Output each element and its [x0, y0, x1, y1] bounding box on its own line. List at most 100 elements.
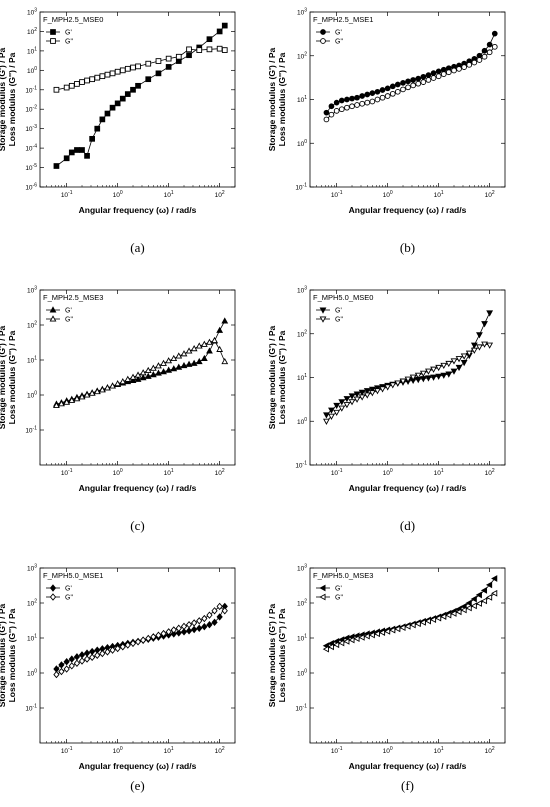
data-point	[414, 620, 421, 628]
x-tick-label: 102	[485, 190, 495, 199]
data-point	[99, 116, 106, 123]
data-point	[445, 611, 452, 619]
data-point	[394, 81, 401, 88]
y-axis-label-line2: Loss modulus (G'') / Pa	[7, 608, 17, 702]
data-point	[53, 670, 60, 679]
data-point	[451, 67, 457, 74]
data-point	[369, 90, 376, 96]
data-point	[200, 340, 208, 347]
data-point	[332, 641, 340, 649]
data-point	[435, 364, 443, 372]
data-point	[343, 402, 351, 409]
data-point	[328, 413, 335, 420]
data-point	[175, 363, 183, 370]
data-point	[165, 628, 172, 636]
data-point	[491, 43, 498, 50]
y-tick-label: 103	[297, 564, 307, 573]
data-point	[323, 412, 330, 419]
y-axis-label-line2: Loss modulus (G'') / Pa	[7, 330, 17, 424]
data-point	[216, 345, 224, 352]
data-point	[389, 83, 396, 90]
data-point	[104, 71, 111, 78]
data-point	[83, 655, 91, 663]
y-tick-label: 10-5	[25, 163, 37, 172]
data-point	[170, 354, 178, 362]
x-tick-label: 100	[113, 190, 123, 199]
data-point	[135, 82, 141, 89]
data-point	[359, 93, 365, 99]
data-point	[400, 80, 406, 86]
series-line	[56, 605, 226, 675]
data-point	[196, 624, 203, 632]
data-point	[68, 662, 75, 670]
series-loss-modulus	[53, 602, 228, 679]
y-tick-label: 100	[297, 139, 307, 148]
data-point	[485, 593, 493, 601]
data-point	[359, 100, 365, 107]
panel-title: F_MPH2.5_MSE1	[313, 15, 373, 24]
data-point	[328, 407, 335, 414]
data-point	[104, 648, 111, 656]
data-point	[99, 73, 106, 80]
data-point	[165, 366, 173, 373]
legend-marker	[319, 584, 326, 592]
data-point	[165, 64, 172, 70]
data-point	[480, 597, 488, 605]
y-axis-label-line2: Loss modulus (G'') / Pa	[277, 52, 287, 146]
panel-c: 10-1 100 101 102 10-1 100 101 102 103 Angular fre…	[0, 286, 236, 493]
panel-caption: (e)	[130, 778, 144, 793]
data-point	[53, 163, 60, 169]
data-point	[384, 384, 392, 391]
x-tick-label: 100	[113, 468, 123, 477]
plot-frame	[39, 567, 236, 744]
data-point	[389, 382, 397, 389]
x-axis-label: Angular frequency (ω) / rad/s	[79, 483, 197, 493]
data-point	[460, 606, 467, 614]
data-point	[196, 617, 203, 625]
x-axis-label: Angular frequency (ω) / rad/s	[349, 483, 467, 493]
data-point	[206, 46, 213, 53]
data-point	[83, 391, 91, 398]
data-point	[114, 644, 121, 653]
data-point	[486, 49, 493, 56]
data-point	[364, 99, 371, 106]
legend-label: G"	[335, 595, 343, 602]
data-point	[394, 625, 401, 633]
series-storage-modulus	[323, 30, 498, 116]
data-point	[221, 317, 229, 324]
data-point	[206, 347, 213, 354]
data-point	[78, 393, 86, 400]
y-tick-label: 101	[297, 373, 307, 382]
data-point	[470, 602, 477, 610]
data-point	[119, 643, 126, 651]
series-loss-modulus	[53, 336, 229, 409]
data-point	[415, 75, 422, 82]
data-point	[144, 366, 152, 374]
data-point	[63, 665, 70, 673]
x-tick-label: 101	[164, 190, 174, 199]
y-tick-label: 103	[297, 286, 307, 295]
data-point	[343, 637, 350, 645]
y-tick-label: 102	[27, 321, 37, 330]
data-point	[470, 595, 477, 603]
y-tick-label: 10-1	[25, 704, 37, 713]
data-point	[79, 147, 85, 153]
data-point	[185, 347, 193, 354]
legend-label: G'	[65, 30, 72, 37]
y-tick-label: 103	[297, 8, 307, 17]
data-point	[404, 622, 411, 630]
data-point	[333, 108, 340, 114]
y-tick-label: 10-1	[25, 85, 37, 94]
y-tick-label: 100	[27, 669, 37, 678]
y-tick-label: 103	[27, 286, 37, 295]
data-point	[353, 391, 361, 398]
data-point	[150, 633, 157, 641]
data-point	[68, 82, 75, 89]
data-point	[89, 653, 96, 662]
data-point	[170, 630, 177, 638]
data-point	[216, 45, 223, 52]
legend-marker	[49, 584, 57, 592]
y-axis-label-line2: Loss modulus (G'') / Pa	[277, 608, 287, 702]
data-point	[466, 61, 473, 68]
